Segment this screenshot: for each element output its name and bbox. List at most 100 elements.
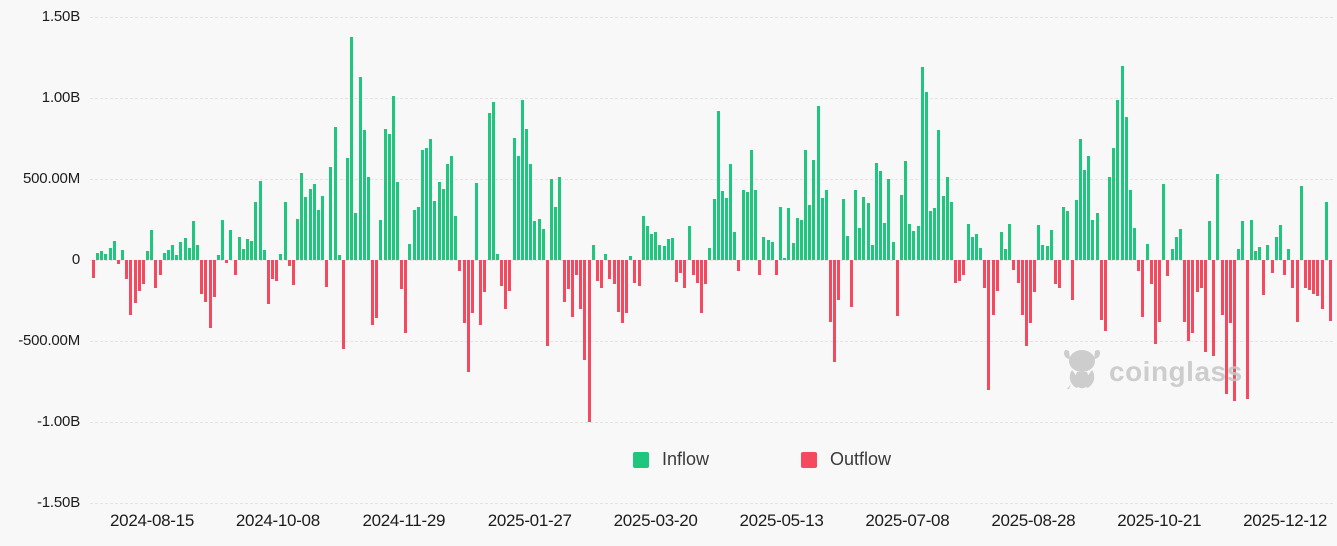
outflow-bar[interactable] — [587, 260, 591, 422]
outflow-bar[interactable] — [1191, 260, 1195, 333]
inflow-bar[interactable] — [304, 196, 308, 260]
outflow-bar[interactable] — [225, 260, 229, 264]
outflow-bar[interactable] — [612, 260, 616, 285]
inflow-bar[interactable] — [445, 164, 449, 260]
outflow-bar[interactable] — [1149, 260, 1153, 285]
inflow-bar[interactable] — [945, 177, 949, 260]
inflow-bar[interactable] — [187, 247, 191, 260]
inflow-bar[interactable] — [362, 130, 366, 260]
outflow-bar[interactable] — [1308, 260, 1311, 290]
outflow-bar[interactable] — [737, 260, 741, 272]
inflow-bar[interactable] — [550, 179, 554, 260]
inflow-bar[interactable] — [670, 238, 674, 260]
outflow-bar[interactable] — [371, 260, 375, 325]
outflow-bar[interactable] — [266, 260, 270, 304]
inflow-bar[interactable] — [591, 245, 595, 260]
outflow-bar[interactable] — [991, 260, 995, 316]
outflow-bar[interactable] — [849, 260, 853, 307]
inflow-bar[interactable] — [1266, 245, 1270, 260]
outflow-bar[interactable] — [1245, 260, 1249, 400]
inflow-bar[interactable] — [246, 238, 250, 260]
outflow-bar[interactable] — [837, 260, 841, 300]
inflow-bar[interactable] — [1116, 99, 1120, 260]
outflow-bar[interactable] — [833, 260, 837, 363]
inflow-bar[interactable] — [949, 202, 953, 260]
inflow-bar[interactable] — [1241, 221, 1245, 260]
inflow-bar[interactable] — [300, 172, 304, 260]
inflow-bar[interactable] — [525, 128, 529, 260]
inflow-bar[interactable] — [654, 231, 658, 260]
inflow-bar[interactable] — [791, 242, 795, 260]
outflow-bar[interactable] — [133, 260, 137, 303]
inflow-bar[interactable] — [883, 222, 887, 260]
outflow-bar[interactable] — [983, 260, 987, 288]
outflow-bar[interactable] — [1295, 260, 1299, 323]
outflow-bar[interactable] — [1020, 260, 1024, 316]
outflow-bar[interactable] — [566, 260, 570, 290]
inflow-bar[interactable] — [916, 225, 920, 260]
inflow-bar[interactable] — [100, 251, 104, 260]
inflow-bar[interactable] — [437, 182, 441, 260]
outflow-bar[interactable] — [1316, 260, 1320, 297]
inflow-bar[interactable] — [346, 157, 350, 260]
outflow-bar[interactable] — [562, 260, 566, 303]
outflow-bar[interactable] — [683, 260, 687, 289]
inflow-bar[interactable] — [866, 203, 870, 260]
inflow-bar[interactable] — [350, 37, 354, 260]
inflow-bar[interactable] — [645, 225, 649, 260]
outflow-bar[interactable] — [1187, 260, 1191, 341]
inflow-bar[interactable] — [387, 134, 391, 260]
outflow-bar[interactable] — [1228, 260, 1232, 324]
inflow-bar[interactable] — [262, 250, 266, 260]
inflow-bar[interactable] — [329, 166, 333, 260]
inflow-bar[interactable] — [1133, 227, 1137, 260]
inflow-bar[interactable] — [429, 139, 433, 260]
legend-item-outflow[interactable]: Outflow — [801, 449, 891, 470]
outflow-bar[interactable] — [154, 260, 158, 288]
inflow-bar[interactable] — [1287, 248, 1291, 260]
inflow-bar[interactable] — [812, 160, 816, 260]
inflow-bar[interactable] — [250, 241, 254, 260]
inflow-bar[interactable] — [1249, 219, 1253, 260]
inflow-bar[interactable] — [216, 255, 220, 260]
inflow-bar[interactable] — [799, 220, 803, 260]
outflow-bar[interactable] — [129, 260, 133, 316]
outflow-bar[interactable] — [116, 260, 120, 265]
inflow-bar[interactable] — [1078, 139, 1082, 260]
inflow-bar[interactable] — [495, 254, 499, 260]
outflow-bar[interactable] — [1028, 260, 1032, 324]
inflow-bar[interactable] — [512, 137, 516, 260]
inflow-bar[interactable] — [541, 229, 545, 260]
inflow-bar[interactable] — [221, 219, 225, 260]
inflow-bar[interactable] — [862, 196, 866, 260]
legend-item-inflow[interactable]: Inflow — [633, 449, 709, 470]
outflow-bar[interactable] — [570, 260, 574, 317]
outflow-bar[interactable] — [608, 260, 612, 280]
outflow-bar[interactable] — [1024, 260, 1028, 346]
outflow-bar[interactable] — [691, 260, 695, 276]
inflow-bar[interactable] — [175, 255, 179, 260]
inflow-bar[interactable] — [904, 161, 908, 260]
outflow-bar[interactable] — [125, 260, 129, 279]
outflow-bar[interactable] — [1158, 260, 1162, 322]
outflow-bar[interactable] — [1166, 260, 1170, 277]
outflow-bar[interactable] — [616, 260, 620, 312]
inflow-bar[interactable] — [296, 218, 300, 260]
inflow-bar[interactable] — [745, 191, 749, 260]
outflow-bar[interactable] — [271, 260, 275, 279]
inflow-bar[interactable] — [1008, 223, 1012, 260]
inflow-bar[interactable] — [396, 182, 399, 260]
inflow-bar[interactable] — [841, 199, 845, 260]
inflow-bar[interactable] — [1216, 174, 1220, 260]
inflow-bar[interactable] — [870, 245, 874, 260]
inflow-bar[interactable] — [1178, 229, 1182, 260]
inflow-bar[interactable] — [641, 216, 645, 260]
outflow-bar[interactable] — [700, 260, 703, 314]
outflow-bar[interactable] — [958, 260, 962, 282]
outflow-bar[interactable] — [829, 260, 833, 322]
inflow-bar[interactable] — [662, 246, 666, 260]
outflow-bar[interactable] — [1224, 260, 1228, 394]
outflow-bar[interactable] — [341, 260, 345, 350]
inflow-bar[interactable] — [604, 254, 608, 260]
inflow-bar[interactable] — [1274, 236, 1278, 260]
